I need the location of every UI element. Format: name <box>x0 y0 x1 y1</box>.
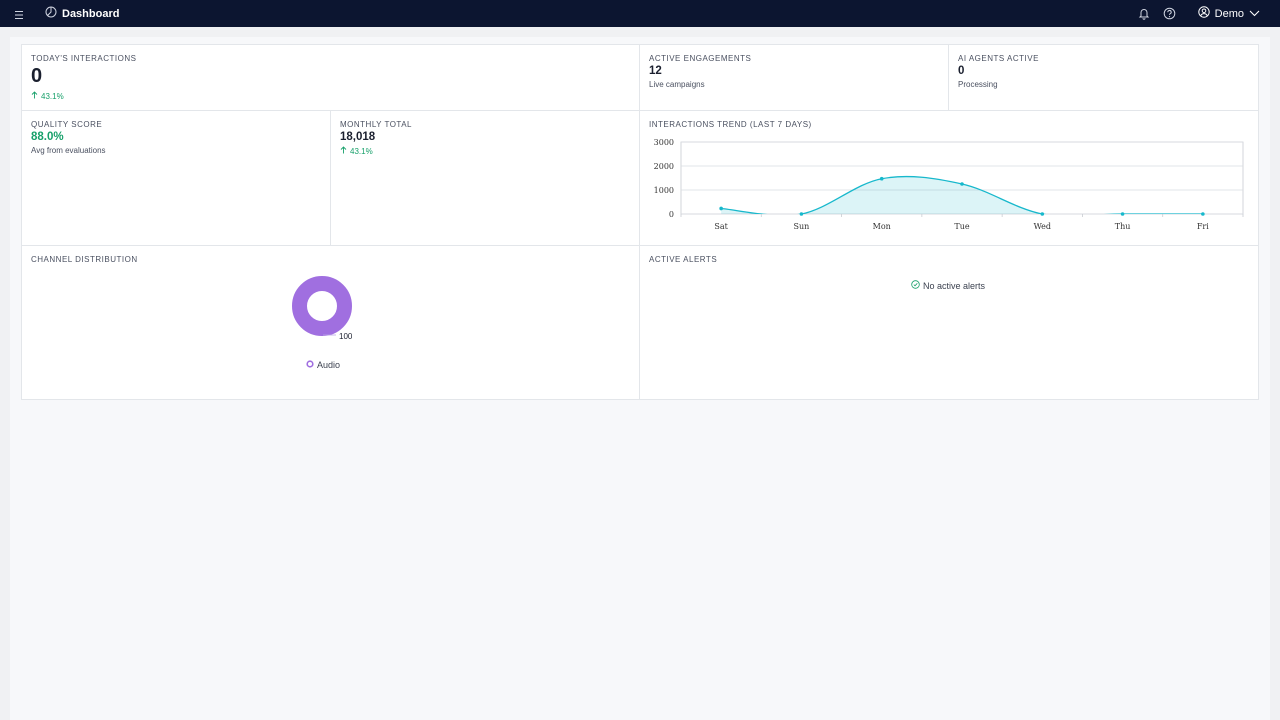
data-point <box>879 176 884 181</box>
x-tick-label: Tue <box>954 222 969 231</box>
y-tick-label: 3000 <box>654 138 674 147</box>
x-tick-label: Wed <box>1034 222 1051 231</box>
no-alerts-message: No active alerts <box>911 280 985 291</box>
data-point <box>960 182 964 186</box>
notifications-icon[interactable] <box>1136 6 1152 22</box>
help-icon[interactable] <box>1162 6 1178 22</box>
x-tick-label: Sat <box>714 222 728 231</box>
card-label: AI AGENTS ACTIVE <box>958 54 1039 63</box>
arrow-up-icon <box>340 146 347 156</box>
card-value: 0 <box>958 65 965 77</box>
x-tick-label: Thu <box>1115 222 1131 231</box>
menu-icon[interactable] <box>13 8 27 20</box>
interactions-trend-card: INTERACTIONS TREND (LAST 7 DAYS) 0 1000 20… <box>640 111 1258 246</box>
active-alerts-card: ACTIVE ALERTS No active alerts <box>640 246 1258 400</box>
trend-indicator: 43.1% <box>340 146 630 156</box>
chevron-down-icon <box>1249 8 1260 20</box>
card-value: 18,018 <box>340 131 376 143</box>
card-label: QUALITY SCORE <box>31 120 103 129</box>
dashboard-icon <box>45 6 57 21</box>
check-circle-icon <box>911 280 920 291</box>
monthly-total-card: MONTHLY TOTAL 18,018 43.1% <box>331 111 640 246</box>
dashboard-page: TODAY'S INTERACTIONS 0 43.1% ACTIVE ENGA… <box>10 37 1270 720</box>
card-value: 12 <box>649 65 662 77</box>
user-menu[interactable]: Demo <box>1197 6 1260 21</box>
quality-score-card: QUALITY SCORE 88.0% Avg from evaluations <box>22 111 331 246</box>
active-engagements-card: ACTIVE ENGAGEMENTS 12 Live campaigns <box>640 45 949 111</box>
data-point <box>1040 212 1045 216</box>
card-subtitle: Avg from evaluations <box>31 146 106 155</box>
y-tick-label: 2000 <box>654 162 674 171</box>
card-subtitle: Live campaigns <box>649 80 705 89</box>
legend-item-audio[interactable]: Audio <box>306 360 340 370</box>
y-tick-label: 0 <box>669 210 674 219</box>
app-brand[interactable]: Dashboard <box>45 6 119 21</box>
legend-marker-icon <box>306 360 314 370</box>
ai-agents-card: AI AGENTS ACTIVE 0 Processing <box>949 45 1258 111</box>
trend-value: 43.1% <box>350 146 373 156</box>
series-area <box>721 176 1203 214</box>
data-point <box>1201 212 1205 216</box>
card-subtitle: Processing <box>958 80 998 89</box>
card-label: CHANNEL DISTRIBUTION <box>31 255 138 264</box>
user-avatar-icon <box>1197 6 1210 21</box>
trend-indicator: 43.1% <box>31 91 630 101</box>
data-point <box>1120 212 1125 216</box>
user-name: Demo <box>1214 7 1244 20</box>
card-label: ACTIVE ENGAGEMENTS <box>649 54 752 63</box>
data-point <box>799 212 804 216</box>
trend-value: 43.1% <box>41 91 64 101</box>
channel-donut-chart[interactable]: 100 <box>292 276 412 366</box>
x-tick-label: Sun <box>794 222 810 231</box>
card-value: 0 <box>31 65 43 87</box>
card-label: MONTHLY TOTAL <box>340 120 412 129</box>
arrow-up-icon <box>31 91 38 101</box>
card-label: TODAY'S INTERACTIONS <box>31 54 137 63</box>
app-title: Dashboard <box>62 7 120 20</box>
donut-slice <box>292 276 352 336</box>
x-tick-label: Mon <box>873 222 891 231</box>
interactions-trend-chart[interactable]: 0 1000 2000 3000 Sat Sun Mon Tue Wed Thu Fri <box>640 133 1244 233</box>
legend-label: Audio <box>317 360 341 370</box>
top-bar: Dashboard Demo <box>0 0 1280 27</box>
no-alerts-text: No active alerts <box>923 280 986 291</box>
card-label: INTERACTIONS TREND (LAST 7 DAYS) <box>649 120 812 129</box>
x-tick-label: Fri <box>1197 222 1209 231</box>
data-point <box>719 206 723 211</box>
todays-interactions-card: TODAY'S INTERACTIONS 0 43.1% <box>22 45 640 111</box>
y-tick-label: 1000 <box>654 186 674 195</box>
card-label: ACTIVE ALERTS <box>649 255 718 264</box>
dashboard-grid: TODAY'S INTERACTIONS 0 43.1% ACTIVE ENGA… <box>21 44 1259 400</box>
card-value: 88.0% <box>31 131 64 143</box>
donut-value-label: 100 <box>339 332 353 341</box>
channel-distribution-card: CHANNEL DISTRIBUTION 100 Audio <box>22 246 640 400</box>
